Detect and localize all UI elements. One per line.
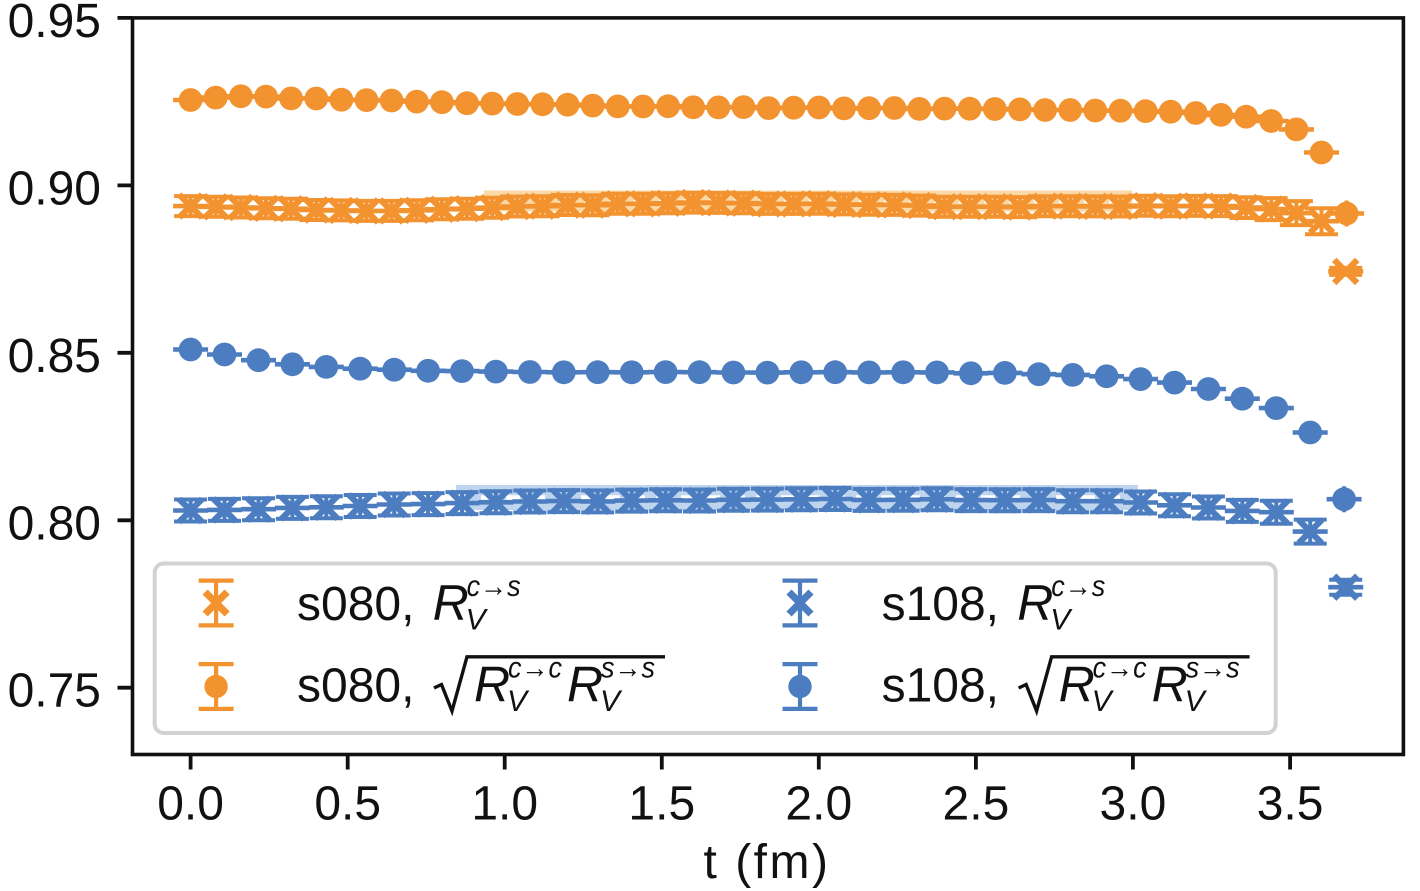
svg-text:2.5: 2.5 [943, 777, 1010, 830]
svg-text:s108,: s108, [882, 578, 999, 631]
svg-text:c→c: c→c [508, 652, 562, 685]
svg-text:0.0: 0.0 [157, 777, 224, 830]
svg-text:3.0: 3.0 [1100, 777, 1167, 830]
svg-text:s→s: s→s [1186, 652, 1240, 685]
svg-text:R: R [1017, 575, 1053, 631]
svg-text:V: V [466, 604, 489, 637]
svg-text:V: V [507, 685, 530, 718]
svg-text:R: R [567, 657, 603, 713]
svg-text:c→s: c→s [467, 570, 521, 603]
svg-text:1.0: 1.0 [471, 777, 538, 830]
svg-text:0.5: 0.5 [314, 777, 381, 830]
svg-text:V: V [1185, 685, 1208, 718]
svg-text:c→c: c→c [1093, 652, 1147, 685]
svg-text:0.80: 0.80 [8, 497, 101, 550]
svg-text:c→s: c→s [1051, 570, 1105, 603]
svg-text:1.5: 1.5 [628, 777, 695, 830]
svg-text:s108,: s108, [882, 660, 999, 713]
svg-text:V: V [1092, 685, 1115, 718]
svg-text:V: V [1050, 604, 1073, 637]
svg-text:0.85: 0.85 [8, 330, 101, 383]
svg-text:R: R [474, 657, 510, 713]
svg-text:0.90: 0.90 [8, 162, 101, 215]
svg-text:R: R [433, 575, 469, 631]
svg-text:s→s: s→s [601, 652, 655, 685]
svg-text:3.5: 3.5 [1257, 777, 1324, 830]
svg-text:s080,: s080, [297, 660, 414, 713]
svg-text:V: V [600, 685, 623, 718]
svg-text:2.0: 2.0 [785, 777, 852, 830]
svg-text:s080,: s080, [297, 578, 414, 631]
svg-text:0.75: 0.75 [8, 665, 101, 718]
svg-text:R: R [1152, 657, 1188, 713]
svg-text:R: R [1059, 657, 1095, 713]
svg-text:0.95: 0.95 [8, 0, 101, 48]
svg-text:t (fm): t (fm) [704, 836, 831, 889]
